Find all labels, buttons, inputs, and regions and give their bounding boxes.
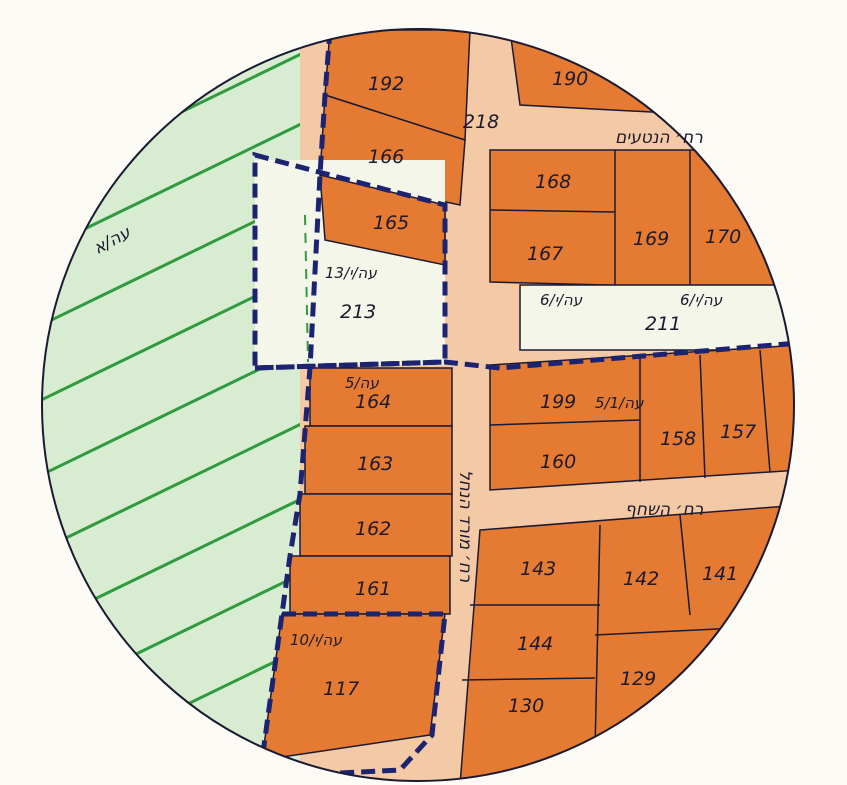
lot-170: 170 [705, 226, 741, 248]
lot-143: 143 [520, 558, 556, 580]
lot-168: 168 [535, 171, 571, 193]
lot-144: 144 [517, 633, 553, 655]
lot-165: 165 [373, 212, 409, 234]
street-vertical: רח׳ מורד הנחל [455, 470, 475, 583]
lot-211: 211 [645, 313, 681, 335]
lot-160: 160 [540, 451, 576, 473]
lot-158: 158 [660, 428, 696, 450]
plan-ref-6a: עה/י/6 [540, 291, 583, 309]
lot-129: 129 [620, 668, 656, 690]
plan-ref-13: עה/י/13 [325, 264, 377, 282]
lot-130: 130 [508, 695, 544, 717]
lot-211-shape [519, 284, 794, 351]
lot-218: 218 [463, 111, 499, 133]
lot-169: 169 [633, 228, 669, 250]
lot-199: 199 [540, 391, 576, 413]
plan-ref-10: עה/י/10 [290, 631, 342, 649]
lot-164-shape [309, 367, 453, 427]
plan-ref-6b: עה/י/6 [680, 291, 723, 309]
lot-166: 166 [368, 146, 404, 168]
lot-192: 192 [368, 73, 404, 95]
inner-dash [304, 214, 309, 363]
lot-161: 161 [355, 578, 391, 600]
lot-162: 162 [355, 518, 391, 540]
block-168-dividers [489, 150, 691, 288]
lot-117: 117 [323, 678, 359, 700]
street-top: רח׳ הנטעים [615, 128, 703, 148]
lot-164: 164 [355, 391, 391, 413]
map-circle-outline [41, 28, 795, 782]
plan-ref-5a: עה/5 [345, 374, 379, 392]
lot-142: 142 [623, 568, 659, 590]
dashed-plan-borders [252, 29, 794, 778]
block-143-129 [459, 504, 794, 781]
plan-ref-5b: עה/5/1 [595, 394, 644, 412]
lot-167: 167 [527, 243, 563, 265]
lot-213: 213 [340, 301, 376, 323]
lot-141: 141 [702, 563, 738, 585]
lot-163: 163 [357, 453, 393, 475]
lot-157: 157 [720, 421, 756, 443]
block-199-dividers [489, 349, 771, 482]
lot-190: 190 [552, 68, 588, 90]
street-middle: רח׳ השחף [625, 500, 704, 520]
